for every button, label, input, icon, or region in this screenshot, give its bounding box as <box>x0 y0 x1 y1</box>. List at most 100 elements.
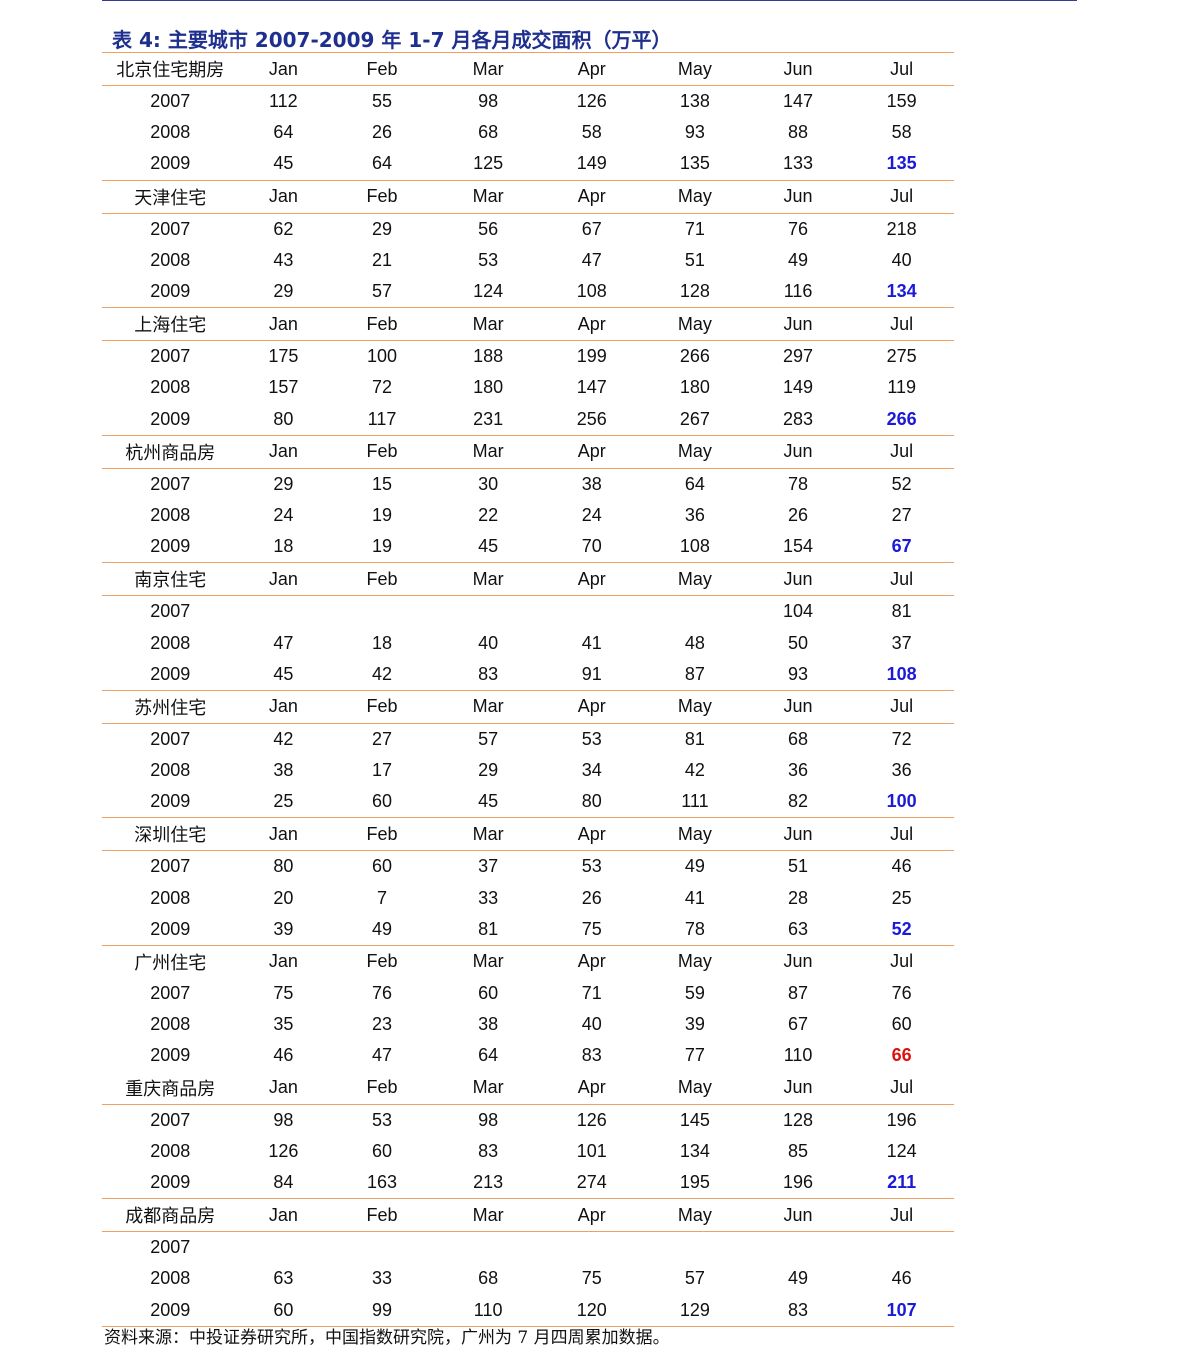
table-row: 2007 <box>102 1232 954 1263</box>
value-cell: 60 <box>478 983 499 1004</box>
value-cell: 149 <box>783 377 814 398</box>
section-header-row: 成都商品房 Jan Feb Mar Apr May Jun Jul <box>102 1199 954 1233</box>
value-cell: 37 <box>478 856 499 877</box>
year-cell: 2007 <box>150 856 191 877</box>
year-cell: 2008 <box>150 249 191 270</box>
value-cell: 78 <box>788 473 809 494</box>
value-cell: 274 <box>576 1171 607 1192</box>
value-cell: 110 <box>473 1299 503 1320</box>
value-cell: 199 <box>576 346 607 367</box>
value-cell: 36 <box>788 760 809 781</box>
month-header: May <box>677 441 712 462</box>
value-cell: 46 <box>891 856 912 877</box>
value-cell: 29 <box>372 218 393 239</box>
city-label: 重庆商品房 <box>125 1078 216 1100</box>
month-header: May <box>677 1204 712 1225</box>
value-cell: 81 <box>478 918 499 939</box>
table-row: 2009 25 60 45 80 111 82 100 <box>102 786 954 817</box>
month-header: May <box>677 1077 712 1097</box>
highlight-value-cell: 211 <box>887 1171 917 1192</box>
value-cell: 40 <box>581 1014 602 1035</box>
value-cell: 19 <box>372 536 393 557</box>
city-label: 深圳住宅 <box>134 825 207 847</box>
year-cell: 2007 <box>150 218 191 239</box>
month-header: Apr <box>577 951 606 972</box>
month-header: Jun <box>783 951 813 972</box>
value-cell: 83 <box>478 1140 499 1161</box>
highlight-value-cell: 266 <box>886 408 917 429</box>
year-cell: 2008 <box>150 504 191 525</box>
value-cell: 71 <box>581 983 602 1004</box>
value-cell: 91 <box>581 663 602 684</box>
value-cell: 145 <box>679 1109 710 1130</box>
month-header: May <box>677 186 712 207</box>
value-cell: 117 <box>367 408 397 429</box>
value-cell: 62 <box>273 218 294 239</box>
month-header: Jul <box>890 696 914 717</box>
year-cell: 2009 <box>150 536 191 557</box>
value-cell: 42 <box>273 728 294 749</box>
month-header: Jul <box>890 58 914 79</box>
value-cell: 60 <box>273 1299 294 1320</box>
value-cell: 40 <box>891 249 912 270</box>
value-cell: 47 <box>581 249 602 270</box>
value-cell: 231 <box>473 408 504 429</box>
month-header: Feb <box>366 951 398 972</box>
month-header: Feb <box>366 441 398 462</box>
value-cell: 51 <box>788 856 809 877</box>
table-row: 2009 60 99 110 120 129 83 107 <box>102 1294 954 1325</box>
city-section: 南京住宅 Jan Feb Mar Apr May Jun Jul 2007 104 81 2008 47… <box>102 563 954 691</box>
table-row: 2008 43 21 53 47 51 49 40 <box>102 245 954 276</box>
value-cell: 42 <box>372 663 393 684</box>
highlight-value-cell: 108 <box>886 663 917 684</box>
month-header: Jun <box>783 313 813 334</box>
value-cell: 126 <box>576 1109 607 1130</box>
year-cell: 2008 <box>150 887 191 908</box>
value-cell: 64 <box>478 1045 499 1066</box>
value-cell: 108 <box>679 536 710 557</box>
value-cell: 93 <box>684 122 705 143</box>
month-header: Apr <box>577 58 606 79</box>
month-header: Feb <box>366 313 398 334</box>
value-cell: 76 <box>891 983 912 1004</box>
value-cell: 19 <box>372 504 393 525</box>
month-header: Jan <box>268 696 298 717</box>
table-row: 2009 45 64 125 149 135 133 135 <box>102 148 954 179</box>
section-header-row: 广州住宅 Jan Feb Mar Apr May Jun Jul <box>102 946 954 978</box>
month-header: Apr <box>577 568 606 589</box>
table-row: 2007 29 15 30 38 64 78 52 <box>102 469 954 500</box>
city-section: 杭州商品房 Jan Feb Mar Apr May Jun Jul 2007 29 15 30 38 64… <box>102 436 954 564</box>
source-note: 资料来源：中投证券研究所，中国指数研究院，广州为 7 月四周累加数据。 <box>104 1328 670 1348</box>
city-section: 深圳住宅 Jan Feb Mar Apr May Jun Jul 2007 80 60 37 53 49 5… <box>102 818 954 946</box>
highlight-value-cell: 66 <box>891 1045 912 1066</box>
value-cell: 27 <box>372 728 393 749</box>
table-row: 2009 46 47 64 83 77 110 66 <box>102 1040 954 1071</box>
value-cell: 64 <box>684 473 705 494</box>
value-cell: 83 <box>581 1045 602 1066</box>
value-cell: 47 <box>273 632 294 653</box>
value-cell: 48 <box>684 632 705 653</box>
value-cell: 218 <box>886 218 917 239</box>
value-cell: 120 <box>576 1299 607 1320</box>
value-cell: 57 <box>478 728 499 749</box>
value-cell: 83 <box>788 1299 809 1320</box>
month-header: Mar <box>472 823 504 844</box>
city-label: 北京住宅期房 <box>116 60 225 81</box>
city-section: 北京住宅期房 Jan Feb Mar Apr May Jun Jul 2007 112 55 98 12… <box>102 53 954 181</box>
value-cell: 45 <box>478 536 499 557</box>
top-rule <box>102 0 1077 1</box>
value-cell: 267 <box>679 408 710 429</box>
value-cell: 36 <box>684 504 705 525</box>
month-header: May <box>677 568 712 589</box>
value-cell: 29 <box>273 281 294 302</box>
value-cell: 57 <box>372 281 393 302</box>
value-cell: 180 <box>473 377 504 398</box>
value-cell: 45 <box>273 663 294 684</box>
value-cell: 55 <box>372 91 393 112</box>
month-header: Mar <box>472 58 504 79</box>
value-cell: 67 <box>581 218 602 239</box>
value-cell: 133 <box>783 153 814 174</box>
value-cell: 111 <box>681 791 709 812</box>
section-header-row: 南京住宅 Jan Feb Mar Apr May Jun Jul <box>102 563 954 597</box>
table-title: 表 4: 主要城市 2007-2009 年 1-7 月各月成交面积（万平） <box>112 28 672 52</box>
